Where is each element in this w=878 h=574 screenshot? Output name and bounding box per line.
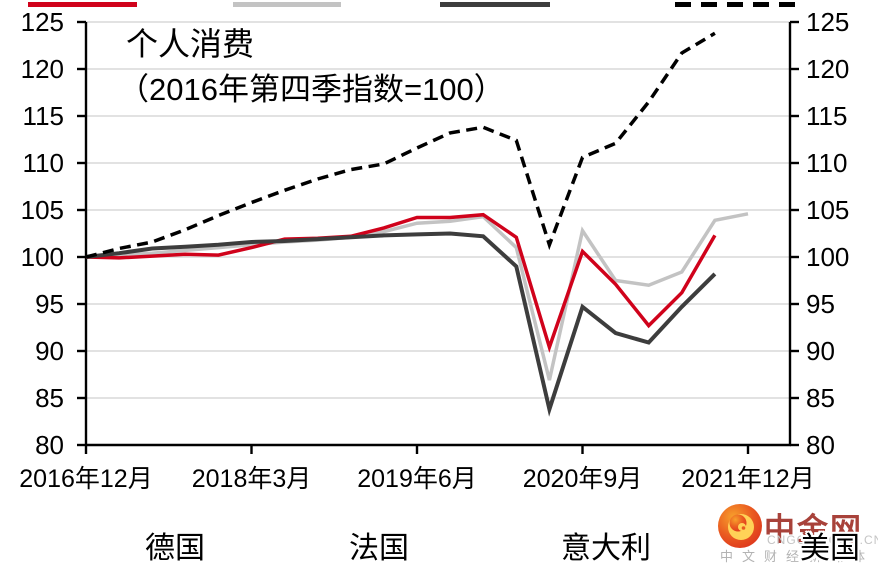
- legend-line-france: [233, 2, 341, 7]
- legend-label-germany: 德国: [145, 532, 205, 565]
- x-tick-label: 2021年12月: [681, 465, 815, 493]
- y-tick-label-right: 110: [806, 148, 848, 178]
- chart-subtitle: （2016年第四季指数=100）: [118, 72, 505, 107]
- series-line-3: [85, 31, 716, 259]
- y-tick-label-left: 110: [22, 148, 64, 178]
- y-tick-label-right: 120: [806, 54, 850, 84]
- y-tick-label-right: 85: [806, 383, 835, 413]
- series-line-1: [85, 212, 749, 381]
- legend-line-germany: [28, 2, 137, 7]
- y-tick-label-left: 85: [35, 383, 64, 413]
- y-tick-label-right: 95: [806, 289, 835, 319]
- y-tick-label-left: 80: [35, 430, 64, 460]
- y-tick-label-left: 100: [20, 242, 64, 272]
- x-tick-label: 2019年6月: [357, 465, 477, 493]
- series-line-0: [85, 212, 717, 353]
- y-tick-label-right: 125: [806, 7, 850, 37]
- y-tick-label-left: 125: [20, 7, 64, 37]
- chart-title: 个人消费: [126, 26, 255, 62]
- y-tick-label-right: 90: [806, 336, 835, 366]
- series-line-2: [85, 231, 717, 417]
- legend-label-us: 美国: [800, 532, 860, 565]
- legend-label-italy: 意大利: [561, 532, 651, 565]
- legend-line-us: [675, 2, 799, 7]
- y-tick-label-right: 80: [806, 430, 835, 460]
- y-tick-label-right: 105: [806, 195, 850, 225]
- legend-label-france: 法国: [349, 532, 409, 565]
- y-tick-label-left: 105: [20, 195, 64, 225]
- y-tick-label-right: 115: [806, 101, 848, 131]
- x-tick-label: 2020年9月: [522, 465, 643, 493]
- y-tick-label-left: 115: [22, 101, 64, 131]
- legend-line-italy: [440, 2, 550, 7]
- y-tick-label-right: 100: [806, 242, 850, 272]
- y-tick-label-left: 95: [35, 289, 64, 319]
- x-tick-label: 2018年3月: [191, 465, 312, 493]
- y-tick-label-left: 120: [20, 54, 64, 84]
- x-tick-label: 2016年12月: [19, 465, 153, 493]
- y-tick-label-left: 90: [35, 336, 64, 366]
